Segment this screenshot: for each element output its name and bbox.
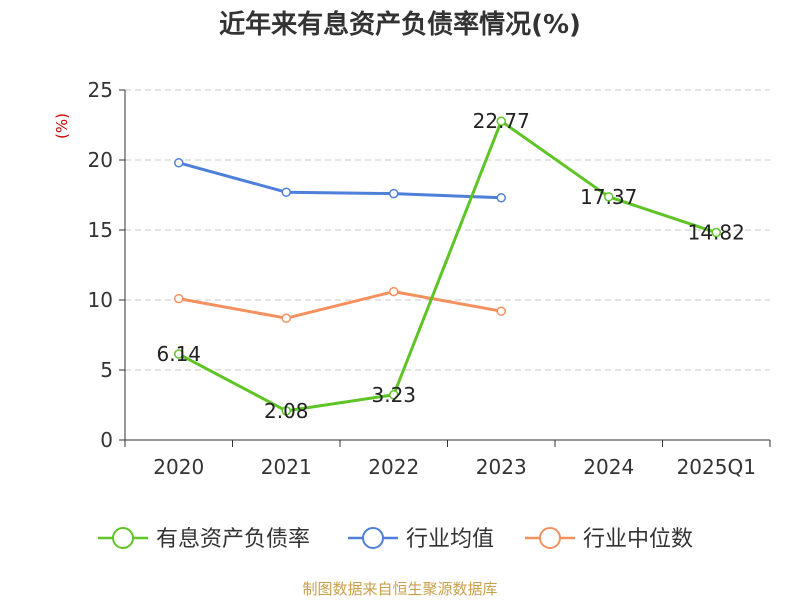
x-tick-label: 2022 xyxy=(368,455,419,479)
data-point xyxy=(496,116,506,126)
series-layer: 6.14 2.08 3.23 22.77 17.37 14.82 xyxy=(156,109,744,423)
data-point xyxy=(174,349,184,359)
y-tick-label: 5 xyxy=(100,358,113,382)
source-note: 制图数据来自恒生聚源数据库 xyxy=(302,580,497,598)
series-2 xyxy=(174,286,506,323)
data-point xyxy=(174,293,184,304)
data-label: 2.08 xyxy=(264,399,309,423)
x-tick-label: 2025Q1 xyxy=(677,455,756,479)
series-0: 6.14 2.08 3.23 22.77 17.37 14.82 xyxy=(156,109,744,423)
series-line xyxy=(178,119,717,413)
data-label: 17.37 xyxy=(580,185,637,209)
data-point xyxy=(711,227,721,238)
data-point xyxy=(496,193,506,203)
legend-item-0[interactable]: 有息资产负债率 xyxy=(98,527,310,552)
legend-marker xyxy=(112,527,134,549)
data-label: 14.82 xyxy=(688,221,745,245)
x-tick-label: 2020 xyxy=(153,455,204,479)
legend-item-1[interactable]: 行业均值 xyxy=(348,527,494,552)
data-point xyxy=(496,306,506,316)
y-tick-label: 20 xyxy=(88,148,113,172)
data-point xyxy=(604,192,614,202)
y-tick-label: 25 xyxy=(88,78,113,102)
y-tick-label: 10 xyxy=(88,288,113,312)
y-axis-unit: (%) xyxy=(53,113,71,139)
legend[interactable]: 有息资产负债率 行业均值 行业中位数 xyxy=(98,527,693,552)
x-tick-label: 2024 xyxy=(583,455,634,479)
legend-label: 行业中位数 xyxy=(583,527,693,552)
legend-label: 行业均值 xyxy=(406,527,494,552)
data-point xyxy=(174,158,184,168)
series-line xyxy=(178,290,502,320)
chart-title: 近年来有息资产负债率情况(%) xyxy=(219,9,581,40)
legend-marker xyxy=(362,527,384,549)
data-point xyxy=(281,406,291,416)
legend-marker xyxy=(539,527,561,549)
data-point xyxy=(389,286,399,297)
data-point xyxy=(281,187,291,197)
data-point xyxy=(389,188,399,199)
grid-lines xyxy=(125,89,770,371)
axes: 0 5 10 15 20 25 2020 2021 2022 2023 2024 2025Q1 xyxy=(88,78,771,479)
y-tick-label: 15 xyxy=(88,218,113,242)
legend-label: 有息资产负债率 xyxy=(156,527,310,552)
data-label: 6.14 xyxy=(156,342,201,366)
data-point xyxy=(389,390,399,400)
x-tick-label: 2023 xyxy=(476,455,527,479)
y-tick-label: 0 xyxy=(100,428,113,452)
data-label: 22.77 xyxy=(473,109,530,133)
series-line xyxy=(178,161,502,200)
data-point xyxy=(281,313,291,323)
legend-item-2[interactable]: 行业中位数 xyxy=(525,527,693,552)
series-1 xyxy=(174,158,506,203)
x-tick-label: 2021 xyxy=(261,455,312,479)
data-label: 3.23 xyxy=(371,383,416,407)
